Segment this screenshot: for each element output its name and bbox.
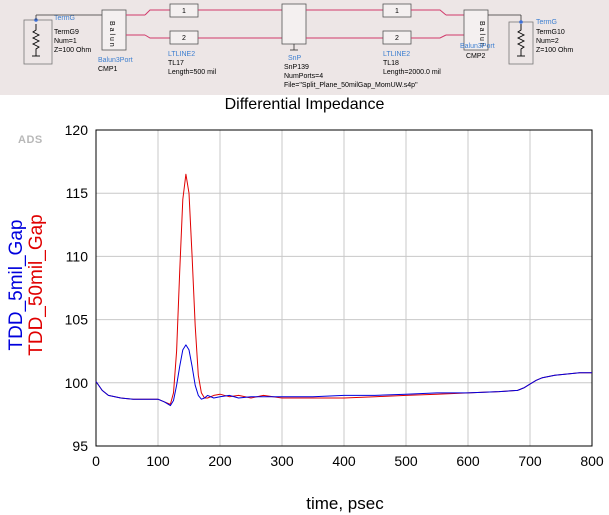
x-tick-label: 600 bbox=[456, 453, 480, 469]
line-left[interactable]: 1 2 LTLINE2 TL17 Length=500 mil bbox=[168, 3, 217, 76]
balun-right-box bbox=[463, 9, 489, 51]
y-tick-labels: 95 100 105 110 115 120 bbox=[65, 122, 89, 454]
x-tick-label: 500 bbox=[394, 453, 418, 469]
series-group bbox=[95, 173, 592, 407]
line-left-type: LTLINE2 bbox=[168, 51, 195, 58]
balun-left-name: CMP1 bbox=[98, 66, 118, 73]
line-left-pin-1: 1 bbox=[182, 8, 186, 15]
ads-watermark: ADS bbox=[18, 134, 43, 146]
x-tick-label: 400 bbox=[332, 453, 356, 469]
balun-right[interactable]: B a l u n Balun3Port CMP2 bbox=[460, 9, 495, 60]
line-right-length: Length=2000.0 mil bbox=[383, 69, 441, 76]
snp-ports: NumPorts=4 bbox=[284, 73, 323, 80]
balun-left[interactable]: B a l u n Balun3Port CMP1 bbox=[98, 9, 133, 73]
y-tick-label: 110 bbox=[66, 248, 89, 264]
wire bbox=[411, 9, 447, 16]
term-right-num: Num=2 bbox=[536, 38, 559, 45]
line-right-pin-2: 2 bbox=[395, 35, 399, 42]
term-right-pin bbox=[519, 20, 523, 24]
schematic-diagram: TermG TermG9 Num=1 Z=100 Ohm B a l u n B… bbox=[0, 0, 609, 95]
line-right-pin-1: 1 bbox=[395, 8, 399, 15]
x-tick-label: 700 bbox=[518, 453, 542, 469]
balun-right-name: CMP2 bbox=[466, 53, 486, 60]
wire bbox=[144, 9, 170, 16]
term-left-resistor bbox=[31, 24, 41, 56]
line-left-length: Length=500 mil bbox=[168, 69, 217, 76]
term-left[interactable]: TermG TermG9 Num=1 Z=100 Ohm bbox=[23, 15, 91, 65]
term-right-name: TermG10 bbox=[536, 29, 565, 36]
term-left-num: Num=1 bbox=[54, 38, 77, 45]
chart-title: Differential Impedance bbox=[224, 96, 385, 113]
balun-left-box bbox=[101, 9, 127, 51]
term-right-resistor bbox=[516, 24, 526, 56]
line-left-name: TL17 bbox=[168, 60, 184, 67]
y-tick-label: 120 bbox=[65, 122, 89, 138]
snp-box bbox=[281, 3, 307, 45]
x-tick-label: 300 bbox=[270, 453, 294, 469]
term-right[interactable]: TermG TermG10 Num=2 Z=100 Ohm bbox=[508, 19, 573, 65]
chart-area: 0 100 200 300 400 500 600 700 800 95 100 105 110 115… bbox=[6, 122, 604, 513]
line-right-type: LTLINE2 bbox=[383, 51, 410, 58]
legend-series-2: TDD_50mil_Gap bbox=[26, 214, 47, 356]
term-left-z: Z=100 Ohm bbox=[54, 47, 91, 54]
series-line-tdd-5mil-gap bbox=[95, 344, 592, 407]
chart-grid bbox=[95, 129, 593, 447]
legend-series-1: TDD_5mil_Gap bbox=[6, 220, 27, 351]
line-right[interactable]: 1 2 LTLINE2 TL18 Length=2000.0 mil bbox=[382, 3, 441, 76]
line-left-pin-2: 2 bbox=[182, 35, 186, 42]
term-right-z: Z=100 Ohm bbox=[536, 47, 573, 54]
y-tick-label: 95 bbox=[72, 438, 88, 454]
x-tick-label: 200 bbox=[208, 453, 232, 469]
term-left-type: TermG bbox=[54, 15, 75, 22]
y-tick-label: 100 bbox=[65, 375, 89, 391]
balun-left-type: Balun3Port bbox=[98, 57, 133, 64]
line-right-name: TL18 bbox=[383, 60, 399, 67]
wire bbox=[144, 34, 170, 39]
y-tick-label: 105 bbox=[65, 312, 89, 328]
x-tick-label: 0 bbox=[92, 453, 100, 469]
x-axis-label: time, psec bbox=[306, 494, 384, 513]
balun-right-label: B a l u n bbox=[478, 21, 485, 47]
snp-file: File="Split_Plane_50milGap_MomUW.s4p" bbox=[284, 82, 418, 89]
snp-name: SnP139 bbox=[284, 64, 309, 71]
x-tick-label: 100 bbox=[146, 453, 170, 469]
x-tick-labels: 0 100 200 300 400 500 600 700 800 bbox=[92, 453, 604, 469]
term-left-box bbox=[23, 19, 53, 65]
wire bbox=[411, 34, 447, 39]
snp-type: SnP bbox=[288, 55, 302, 62]
snp-block[interactable]: SnP SnP139 NumPorts=4 File="Split_Plane_… bbox=[281, 3, 418, 89]
balun-right-type: Balun3Port bbox=[460, 43, 495, 50]
plot-frame bbox=[95, 129, 593, 447]
y-tick-label: 115 bbox=[66, 185, 89, 201]
term-left-name: TermG9 bbox=[54, 29, 79, 36]
x-tick-label: 800 bbox=[580, 453, 604, 469]
balun-left-label: B a l u n bbox=[108, 21, 115, 47]
term-right-type: TermG bbox=[536, 19, 557, 26]
